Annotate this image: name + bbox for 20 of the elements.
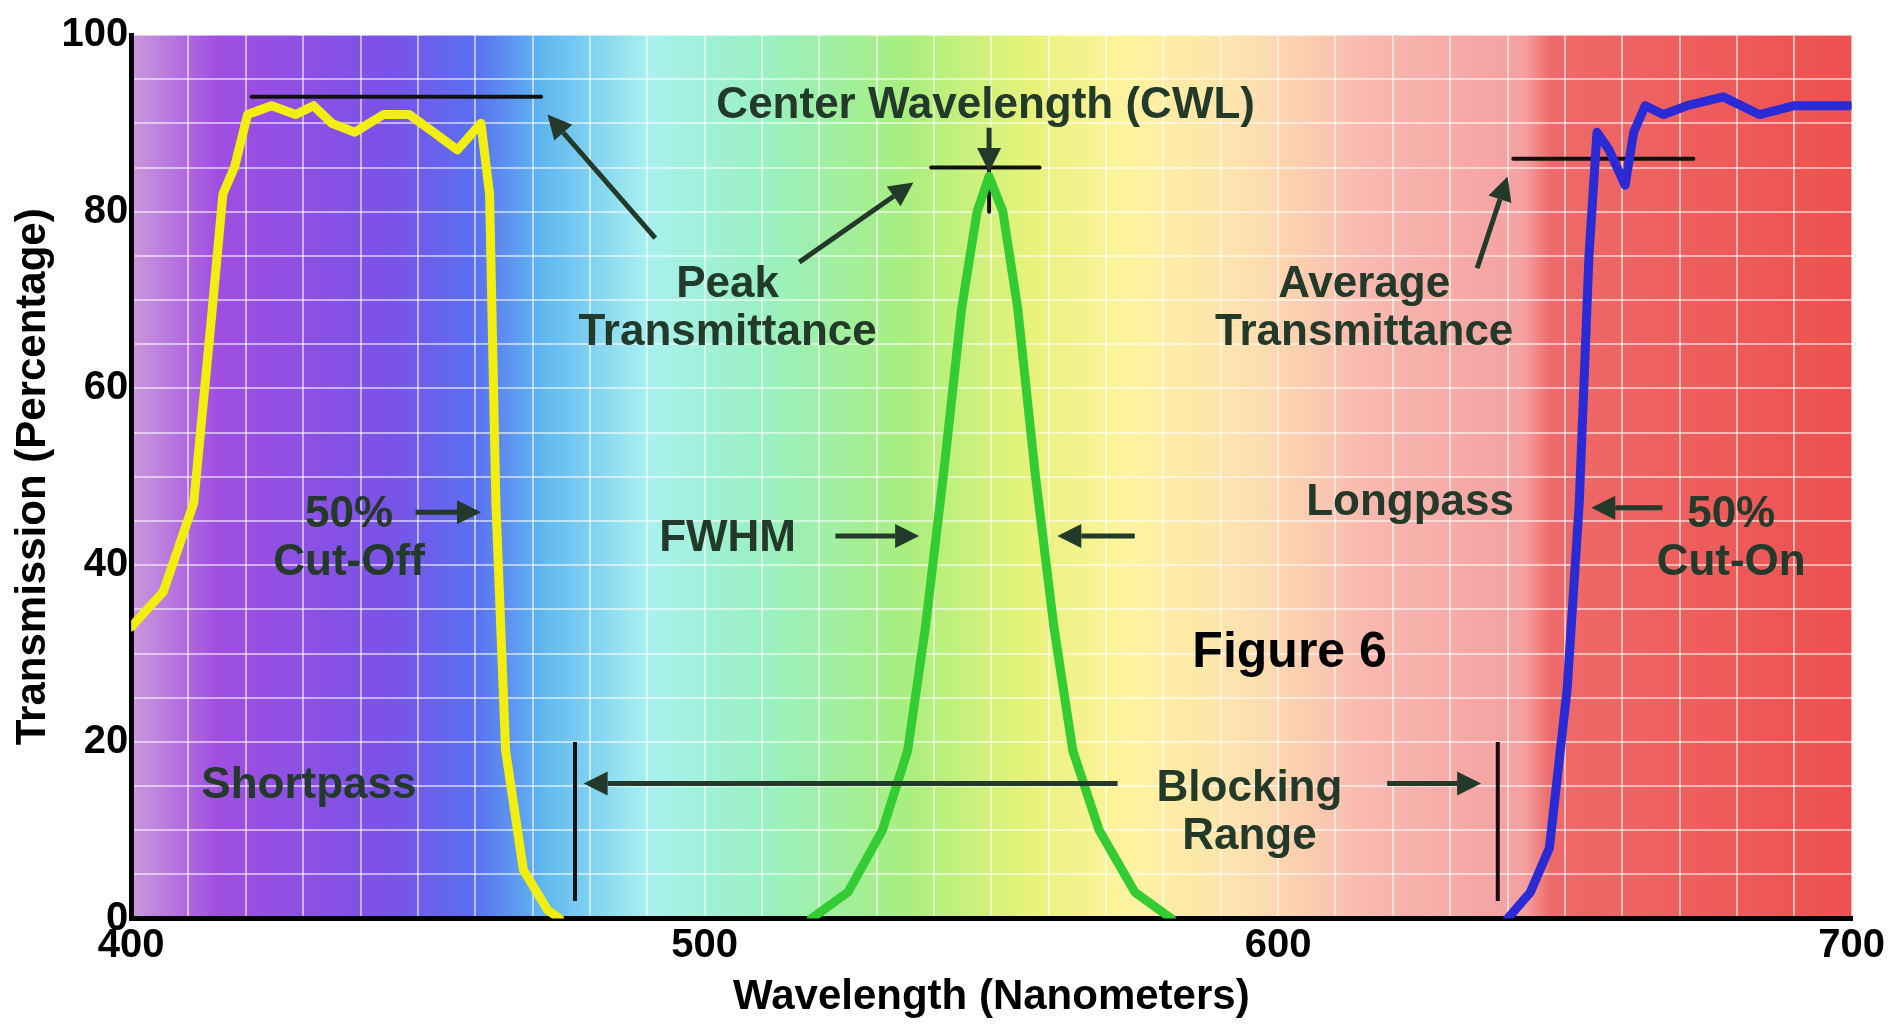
y-axis-title: Transmission (Percentage) <box>6 208 54 746</box>
y-tick-label: 40 <box>83 540 129 585</box>
x-tick-label: 500 <box>671 920 739 965</box>
annotation: Peak Transmittance <box>578 256 877 355</box>
x-tick-label: 700 <box>1818 920 1886 965</box>
annotation: 50% Cut-Off <box>273 486 426 584</box>
x-tick-label: 600 <box>1244 920 1312 965</box>
annotation: Blocking Range <box>1156 760 1343 858</box>
annotation: 50% Cut-On <box>1656 486 1806 584</box>
annotation: Longpass <box>1306 475 1514 525</box>
annotation: Center Wavelength (CWL) <box>716 77 1255 127</box>
annotation: FWHM <box>659 510 796 560</box>
annotation: Shortpass <box>201 758 417 808</box>
x-axis-title: Wavelength (Nanometers) <box>733 971 1250 1019</box>
annotation: Average Transmittance <box>1214 256 1514 355</box>
annotation: Figure 6 <box>1192 622 1387 679</box>
y-tick-label: 100 <box>61 10 129 55</box>
y-tick-label: 60 <box>83 363 129 408</box>
y-tick-label: 80 <box>83 186 129 231</box>
y-tick-label: 20 <box>83 716 129 761</box>
